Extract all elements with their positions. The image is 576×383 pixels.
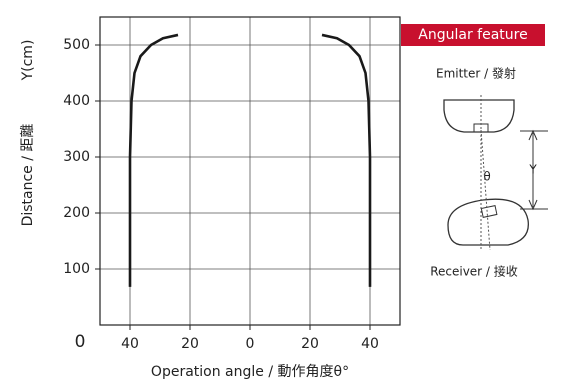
x-axis-label: Operation angle / 動作角度θ°: [151, 364, 349, 380]
y-tick-label: 100: [63, 261, 90, 277]
diagram-header: [401, 24, 545, 46]
x-tick-label: 40: [121, 336, 139, 352]
angle-line: [480, 129, 491, 251]
x-tick-label: 20: [181, 336, 199, 352]
y-tick-label: 400: [63, 93, 90, 109]
receiver-label: Receiver / 接收: [430, 264, 518, 279]
angle-label: θ: [483, 170, 490, 184]
receiver-lens: [480, 205, 498, 218]
curve: [128, 33, 179, 287]
plot-frame: [99, 16, 401, 326]
diagram: Angular feature Emitter / 發射 Receiver / …: [401, 24, 548, 279]
emitter-label: Emitter / 發射: [436, 66, 516, 81]
x-tick-label: 20: [301, 336, 319, 352]
y-tick-label: 0: [75, 332, 86, 352]
dim-arrows: [528, 129, 538, 211]
emitter-icon: [443, 99, 515, 133]
diagram-title: Angular feature: [418, 27, 527, 43]
y-tick-label: 300: [63, 149, 90, 165]
y-axis-label: Distance / 距離: [19, 124, 36, 227]
y-tick-label: 200: [63, 205, 90, 221]
x-tick-label: 40: [361, 336, 379, 352]
y-tick-label: 500: [63, 37, 90, 53]
curve: [321, 33, 372, 287]
y-unit-label: Y(cm): [20, 40, 36, 82]
x-tick-label: 0: [246, 336, 255, 352]
